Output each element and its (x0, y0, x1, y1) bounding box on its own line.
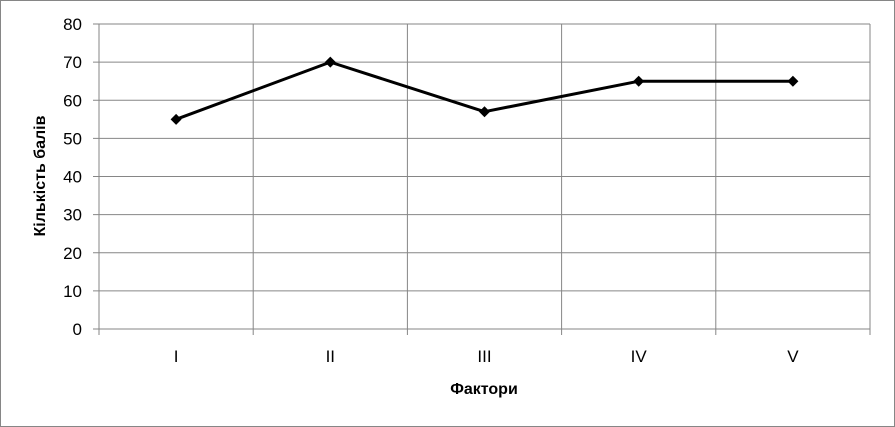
y-tick-label: 20 (63, 244, 82, 263)
y-tick-label: 60 (63, 91, 82, 110)
y-tick-label: 70 (63, 53, 82, 72)
y-tick-label: 50 (63, 129, 82, 148)
series-line-group (170, 56, 799, 125)
x-tick-label: IV (631, 347, 648, 366)
x-axis-title: Фактори (450, 381, 518, 398)
axes (93, 23, 871, 335)
y-tick-label: 80 (63, 15, 82, 34)
y-axis-title: Кількість балів (32, 115, 49, 236)
data-point-marker (170, 113, 182, 125)
y-tick-label: 40 (63, 168, 82, 187)
y-tick-labels: 0 10 20 30 40 50 60 70 80 (63, 15, 82, 339)
data-point-marker (633, 75, 645, 87)
x-tick-labels: I II III IV V (174, 347, 799, 366)
x-tick-label: II (326, 347, 335, 366)
y-tick-label: 10 (63, 282, 82, 301)
x-tick-label: I (174, 347, 179, 366)
x-tick-label: III (477, 347, 491, 366)
data-point-marker (324, 56, 336, 68)
data-point-marker (787, 75, 799, 87)
y-tick-label: 0 (73, 320, 82, 339)
y-tick-label: 30 (63, 206, 82, 225)
data-point-marker (479, 106, 490, 118)
x-tick-label: V (787, 347, 799, 366)
grid-lines (99, 23, 871, 329)
